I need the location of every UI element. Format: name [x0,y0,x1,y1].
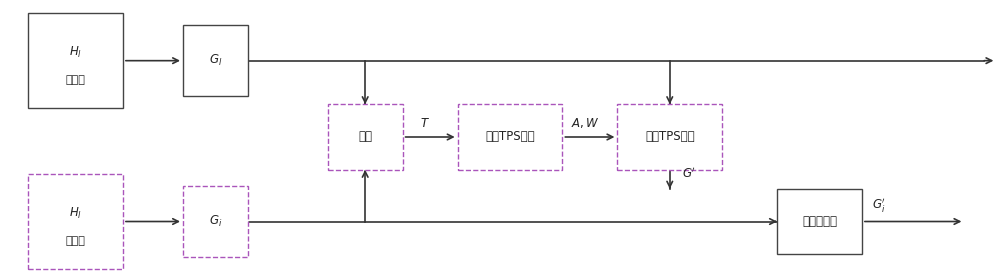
Bar [183,186,248,257]
Bar [458,104,562,170]
Text: 参考帧: 参考帧 [66,75,86,85]
Bar [617,104,722,170]
Bar [777,189,862,254]
Text: $A, W$: $A, W$ [571,116,599,130]
Bar [183,25,248,96]
Bar [328,104,403,170]
Bar [28,13,123,109]
Text: $H_l$: $H_l$ [69,45,82,60]
Text: $G_i$: $G_i$ [209,214,222,229]
Text: 局域TPS变换: 局域TPS变换 [485,130,535,144]
Text: $G'$: $G'$ [682,167,696,181]
Text: $G_l$: $G_l$ [209,53,222,68]
Text: $H_l$: $H_l$ [69,206,82,221]
Text: $G_i'$: $G_i'$ [872,197,886,215]
Text: 当前帧: 当前帧 [66,236,86,246]
Text: $T$: $T$ [420,117,430,130]
Text: 采样: 采样 [358,130,372,144]
Text: 全局TPS变换: 全局TPS变换 [645,130,695,144]
Bar [28,174,123,269]
Text: 对应点匹配: 对应点匹配 [802,215,837,228]
